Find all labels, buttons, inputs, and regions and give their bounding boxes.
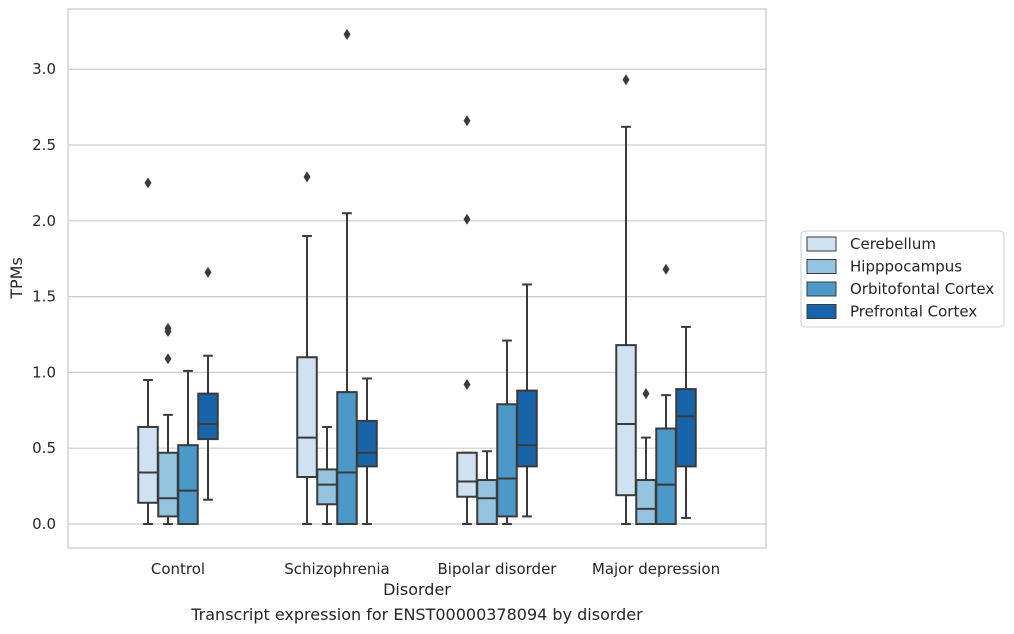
outlier-point: [642, 388, 650, 400]
box-iqr: [655, 427, 677, 526]
outlier-point: [164, 322, 172, 334]
x-tick-label: Major depression: [592, 560, 720, 578]
legend-swatch: [806, 304, 837, 319]
box-plot-box: [197, 266, 219, 501]
box-iqr: [496, 403, 518, 518]
box-iqr: [137, 425, 159, 504]
box-plot-box: [296, 171, 318, 525]
box-plot-box: [655, 263, 677, 526]
box-plot-box: [476, 450, 498, 526]
outlier-point: [144, 177, 152, 189]
box-iqr: [615, 344, 637, 497]
legend: Cerebellum Hipppocampus Orbitofontal Corte…: [800, 230, 1005, 328]
box-iqr: [316, 468, 338, 506]
y-tick-label: 0.0: [32, 515, 56, 533]
box-plot-box: [177, 369, 199, 525]
legend-label: Cerebellum: [850, 235, 936, 253]
box-plot-box: [137, 177, 159, 525]
x-tick-label: Schizophrenia: [284, 560, 389, 578]
box-iqr: [356, 419, 378, 468]
y-tick-label: 2.5: [32, 136, 56, 154]
outlier-point: [622, 74, 630, 86]
y-axis-label: TPMs: [7, 257, 26, 300]
box-iqr: [296, 356, 318, 479]
box-iqr: [197, 392, 219, 441]
outlier-point: [463, 213, 471, 225]
legend-frame: [800, 230, 1005, 328]
legend-item: Orbitofontal Cortex: [806, 280, 994, 298]
box-plot-box: [675, 325, 697, 519]
outlier-point: [463, 379, 471, 391]
y-tick-label: 3.0: [32, 60, 56, 78]
x-tick-label: Control: [151, 560, 205, 578]
y-tick-label: 1.5: [32, 288, 56, 306]
legend-item: Cerebellum: [806, 235, 936, 253]
legend-item: Prefrontal Cortex: [806, 303, 977, 321]
legend-item: Hipppocampus: [806, 258, 962, 276]
box-iqr: [177, 444, 199, 525]
outlier-point: [303, 171, 311, 183]
box-plot-box: [615, 74, 637, 525]
figure-caption: Transcript expression for ENST0000037809…: [191, 605, 643, 624]
box-plot-box: [635, 388, 657, 526]
box-plot-box: [356, 377, 378, 525]
box-iqr: [336, 391, 358, 525]
outlier-point: [343, 28, 351, 40]
x-tick-label: Bipolar disorder: [438, 560, 558, 578]
box-plot-box: [496, 339, 518, 525]
x-tick-labels: Control Schizophrenia Bipolar disorder Majo…: [151, 560, 720, 578]
box-iqr: [157, 451, 179, 518]
outlier-point: [662, 263, 670, 275]
outlier-point: [204, 266, 212, 278]
legend-label: Orbitofontal Cortex: [850, 280, 994, 298]
legend-label: Hipppocampus: [850, 258, 962, 276]
box-plot-box: [516, 283, 538, 518]
box-iqr: [456, 451, 478, 498]
box-plot-box: [336, 28, 358, 525]
box-plot-box: [316, 425, 338, 525]
y-tick-label: 1.0: [32, 363, 56, 381]
box-iqr: [516, 389, 538, 468]
box-plot-box: [157, 322, 179, 525]
box-iqr: [635, 479, 657, 526]
box-iqr: [476, 479, 498, 526]
x-axis-label: Disorder: [383, 580, 451, 599]
legend-swatch: [806, 259, 837, 274]
legend-swatch: [806, 236, 837, 252]
outlier-point: [164, 353, 172, 365]
plot-area-frame: [67, 8, 767, 549]
box-plot-marks: [137, 28, 697, 526]
y-tick-labels: 0.0 0.5 1.0 1.5 2.0 2.5 3.0: [32, 60, 56, 533]
box-iqr: [675, 388, 697, 468]
outlier-point: [463, 115, 471, 127]
legend-swatch: [806, 281, 837, 297]
y-tick-label: 0.5: [32, 439, 56, 457]
legend-label: Prefrontal Cortex: [850, 303, 977, 321]
box-plot-box: [456, 115, 478, 525]
y-tick-label: 2.0: [32, 212, 56, 230]
